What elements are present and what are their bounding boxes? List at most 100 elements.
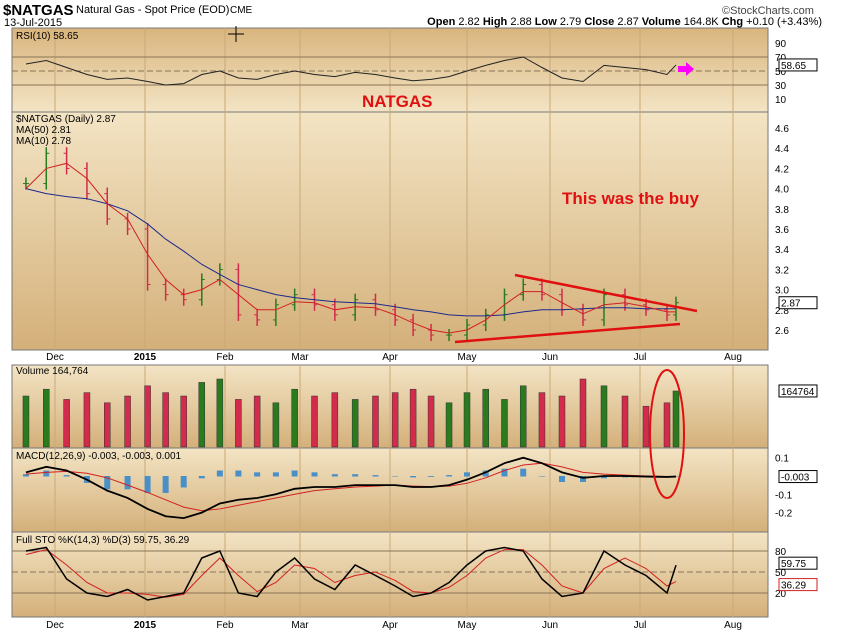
- macd-tick: -0.2: [775, 509, 793, 520]
- x-tick-label: 2015: [134, 620, 157, 631]
- macd-histogram-bar: [272, 472, 279, 477]
- macd-histogram-bar: [216, 470, 223, 477]
- volume-bar: [463, 392, 471, 448]
- rsi-legend: RSI(10) 58.65: [16, 31, 79, 42]
- ohlc-readout: Open 2.82 High 2.88 Low 2.79 Close 2.87 …: [427, 16, 822, 28]
- volume-bar: [291, 388, 298, 448]
- rsi-tick: 90: [775, 39, 787, 50]
- ohlc-value: 164.8K: [683, 16, 722, 28]
- price-tick: 3.8: [775, 205, 789, 216]
- volume-bar: [351, 399, 359, 448]
- price-legend: $NATGAS (Daily) 2.87: [16, 114, 116, 125]
- macd-signal-line: [25, 462, 676, 512]
- volume-bar: [63, 399, 70, 448]
- price-tick: 4.6: [775, 124, 789, 135]
- volume-bar: [144, 385, 151, 448]
- macd-histogram-bar: [22, 474, 29, 477]
- ohlc-key: Low: [534, 16, 560, 28]
- macd-histogram-bar: [601, 476, 607, 479]
- sto-tick: 20: [775, 589, 787, 600]
- ohlc-value: 2.79: [559, 16, 585, 28]
- price-tick: 2.6: [775, 326, 789, 337]
- macd-tick: 0.1: [775, 454, 789, 465]
- volume-bar: [663, 402, 671, 448]
- price-tick: 3.2: [775, 265, 789, 276]
- volume-bar: [198, 382, 206, 448]
- ma50-legend: MA(50) 2.81: [16, 125, 71, 136]
- volume-bar: [162, 392, 169, 448]
- volume-bar: [391, 392, 399, 448]
- macd-histogram-bar: [198, 476, 205, 479]
- volume-last-value: 164764: [781, 387, 815, 398]
- x-tick-label: Feb: [216, 620, 234, 631]
- x-tick-label: Jun: [542, 620, 558, 631]
- security-name: Natural Gas - Spot Price (EOD): [76, 4, 230, 16]
- volume-bar: [482, 388, 489, 448]
- x-tick-label: Dec: [46, 620, 64, 631]
- price-tick: 3.6: [775, 225, 789, 236]
- sto-d-last-value: 36.29: [781, 581, 806, 592]
- price-tick: 4.0: [775, 185, 789, 196]
- ohlc-key: Open: [427, 16, 459, 28]
- macd-last-value-box: [778, 470, 818, 484]
- volume-bar: [538, 392, 546, 448]
- volume-bar: [43, 388, 50, 448]
- buy-annotation: This was the buy: [562, 189, 699, 208]
- price-tick: 2.8: [775, 306, 789, 317]
- volume-bar: [600, 385, 608, 448]
- macd-histogram-bar: [482, 470, 489, 477]
- x-tick-label: May: [458, 620, 477, 631]
- macd-histogram-bar: [235, 470, 242, 477]
- volume-bar: [558, 395, 566, 448]
- volume-bar: [83, 392, 91, 448]
- volume-bar: [331, 392, 339, 448]
- macd-histogram-bar: [559, 476, 565, 482]
- macd-histogram-bar: [520, 468, 527, 477]
- ma50-line: [25, 188, 676, 317]
- macd-histogram-bar: [580, 476, 586, 482]
- volume-bar: [445, 402, 453, 448]
- macd-line: [25, 456, 677, 520]
- volume-bar: [519, 385, 527, 448]
- sto-k-last-value: 59.75: [781, 559, 806, 570]
- macd-histogram-bar: [63, 475, 70, 477]
- macd-histogram-bar: [254, 472, 261, 477]
- ohlc-value: +0.10 (+3.43%): [746, 16, 822, 28]
- volume-bar: [642, 405, 650, 448]
- chart-date: 13-Jul-2015: [4, 17, 63, 29]
- volume-bar: [216, 378, 224, 448]
- ohlc-key: Chg: [721, 16, 747, 28]
- exchange: CME: [230, 5, 253, 16]
- brand-logo: ©StockCharts.com: [722, 5, 814, 17]
- x-tick-label: Mar: [291, 620, 309, 631]
- sto-k-last-value-box: [778, 556, 818, 570]
- macd-histogram-bar: [464, 472, 470, 477]
- macd-tick: -0.1: [775, 490, 793, 501]
- volume-bar: [124, 395, 131, 448]
- price-tick: 4.2: [775, 164, 789, 175]
- macd-histogram-bar: [104, 476, 111, 490]
- macd-legend: MACD(12,26,9) -0.003, -0.003, 0.001: [16, 451, 182, 462]
- ma10-line: [25, 162, 676, 334]
- macd-histogram-bar: [180, 476, 187, 488]
- macd-histogram-bar: [501, 468, 508, 477]
- ohlc-value: 2.88: [510, 16, 535, 28]
- macd-histogram-bar: [372, 475, 379, 477]
- volume-bar: [409, 388, 417, 448]
- x-tick-label: Apr: [382, 352, 398, 363]
- price-last-value: 2.87: [781, 299, 801, 310]
- x-tick-label: Aug: [724, 352, 742, 363]
- rsi-last-value: 58.65: [781, 61, 806, 72]
- rsi-tick: 50: [775, 67, 787, 78]
- upper-trendline: [514, 273, 698, 313]
- macd-histogram-bar: [124, 476, 131, 490]
- rsi-last-value-box: [778, 58, 818, 72]
- macd-histogram-bar: [428, 476, 435, 477]
- macd-histogram-bar: [352, 474, 359, 477]
- ohlc-key: Volume: [641, 16, 684, 28]
- rsi-tick: 10: [775, 95, 787, 106]
- x-tick-label: Jul: [634, 620, 647, 631]
- sto-tick: 50: [775, 568, 787, 579]
- ma10-legend: MA(10) 2.78: [16, 136, 71, 147]
- lower-trendline: [454, 322, 681, 344]
